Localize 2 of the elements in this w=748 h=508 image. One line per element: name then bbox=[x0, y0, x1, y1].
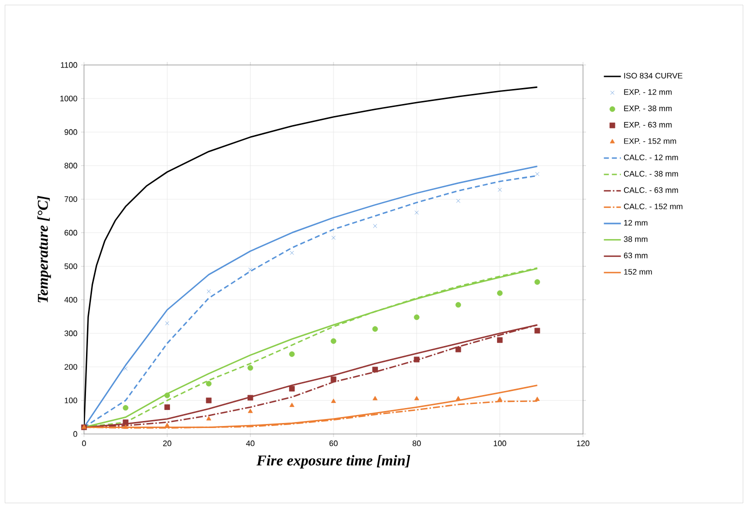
x-axis-title: Fire exposure time [min] bbox=[256, 454, 410, 469]
y-axis-title: Temperature [°C] bbox=[37, 196, 51, 302]
